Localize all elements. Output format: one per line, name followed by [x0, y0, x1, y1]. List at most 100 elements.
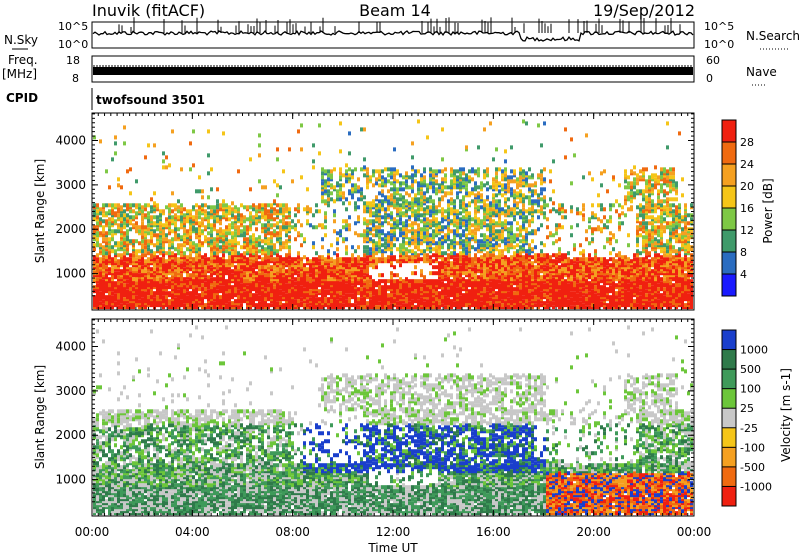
range-gate-cell — [177, 249, 180, 253]
range-gate-cell — [138, 255, 141, 259]
range-gate-cell — [480, 185, 483, 189]
range-gate-cell — [327, 197, 330, 201]
range-gate-cell — [213, 245, 216, 249]
range-gate-cell — [285, 215, 288, 219]
range-gate-cell — [372, 239, 375, 243]
range-gate-cell — [129, 219, 132, 223]
range-gate-cell — [447, 203, 450, 207]
range-gate-cell — [345, 245, 348, 249]
range-gate-cell — [459, 199, 462, 203]
range-gate-cell — [108, 267, 111, 271]
range-gate-cell — [177, 233, 180, 237]
range-gate-cell — [246, 273, 249, 277]
range-gate-cell — [396, 219, 399, 223]
range-gate-cell — [255, 209, 258, 213]
range-gate-cell — [390, 167, 393, 171]
range-gate-cell — [210, 239, 213, 243]
range-gate-cell — [219, 203, 222, 207]
range-gate-cell — [159, 209, 162, 213]
range-gate-cell — [336, 197, 339, 201]
range-gate-cell — [117, 271, 120, 275]
range-gate-cell — [180, 235, 183, 239]
range-gate-cell — [429, 255, 432, 259]
range-gate-cell — [231, 273, 234, 277]
range-gate-cell — [213, 251, 216, 255]
range-gate-cell — [462, 221, 465, 225]
range-gate-cell — [216, 237, 219, 241]
range-gate-cell — [483, 221, 486, 225]
range-gate-cell — [288, 267, 291, 271]
range-gate-cell — [351, 257, 354, 261]
range-gate-cell — [249, 205, 252, 209]
nsky-tick-top: 10^5 — [58, 20, 88, 33]
range-gate-cell — [375, 225, 378, 229]
range-gate-cell — [306, 257, 309, 261]
range-gate-cell — [147, 231, 150, 235]
range-gate-cell — [150, 205, 153, 209]
range-gate-cell — [294, 237, 297, 241]
range-gate-cell — [330, 299, 333, 303]
range-gate-cell — [387, 189, 390, 193]
range-gate-cell — [351, 193, 354, 197]
range-gate-cell — [114, 241, 117, 245]
range-gate-cell — [480, 225, 483, 229]
range-gate-cell — [396, 197, 399, 201]
range-gate-cell — [108, 217, 111, 221]
range-gate-cell — [297, 255, 300, 259]
range-gate-cell — [384, 241, 387, 245]
range-gate-cell — [285, 225, 288, 229]
range-gate-cell — [255, 227, 258, 231]
range-gate-cell — [393, 203, 396, 207]
range-gate-cell — [453, 199, 456, 203]
range-gate-cell — [399, 231, 402, 235]
range-gate-cell — [174, 261, 177, 265]
range-gate-cell — [159, 239, 162, 243]
range-gate-cell — [465, 203, 468, 207]
range-gate-cell — [312, 245, 315, 249]
range-gate-cell — [345, 263, 348, 267]
range-gate-cell — [99, 139, 102, 143]
range-gate-cell — [102, 225, 105, 229]
range-gate-cell — [474, 185, 477, 189]
range-gate-cell — [444, 257, 447, 261]
range-gate-cell — [390, 279, 393, 283]
range-gate-cell — [297, 231, 300, 235]
range-gate-cell — [381, 181, 384, 185]
range-gate-cell — [444, 215, 447, 219]
range-gate-cell — [282, 217, 285, 221]
range-gate-cell — [408, 175, 411, 179]
range-gate-cell — [243, 205, 246, 209]
range-gate-cell — [234, 205, 237, 209]
range-gate-cell — [156, 267, 159, 271]
range-gate-cell — [486, 195, 489, 199]
range-gate-cell — [339, 281, 342, 285]
range-gate-cell — [378, 249, 381, 253]
range-gate-cell — [372, 219, 375, 223]
range-gate-cell — [249, 223, 252, 227]
range-gate-cell — [105, 273, 108, 277]
freq-unit: [MHz] — [2, 67, 37, 81]
range-gate-cell — [246, 205, 249, 209]
range-gate-cell — [105, 295, 108, 299]
range-gate-cell — [471, 257, 474, 261]
range-gate-cell — [432, 215, 435, 219]
range-gate-cell — [204, 209, 207, 213]
range-gate-cell — [252, 221, 255, 225]
range-gate-cell — [312, 143, 315, 147]
range-gate-cell — [408, 223, 411, 227]
range-gate-cell — [258, 301, 261, 305]
range-gate-cell — [351, 169, 354, 173]
range-gate-cell — [270, 203, 273, 207]
range-gate-cell — [189, 141, 192, 145]
range-gate-cell — [219, 295, 222, 299]
range-gate-cell — [102, 257, 105, 261]
range-gate-cell — [384, 279, 387, 283]
range-gate-cell — [276, 253, 279, 257]
range-gate-cell — [117, 275, 120, 279]
range-gate-cell — [120, 223, 123, 227]
range-gate-cell — [267, 227, 270, 231]
range-gate-cell — [114, 271, 117, 275]
range-gate-cell — [126, 203, 129, 207]
range-gate-cell — [132, 209, 135, 213]
